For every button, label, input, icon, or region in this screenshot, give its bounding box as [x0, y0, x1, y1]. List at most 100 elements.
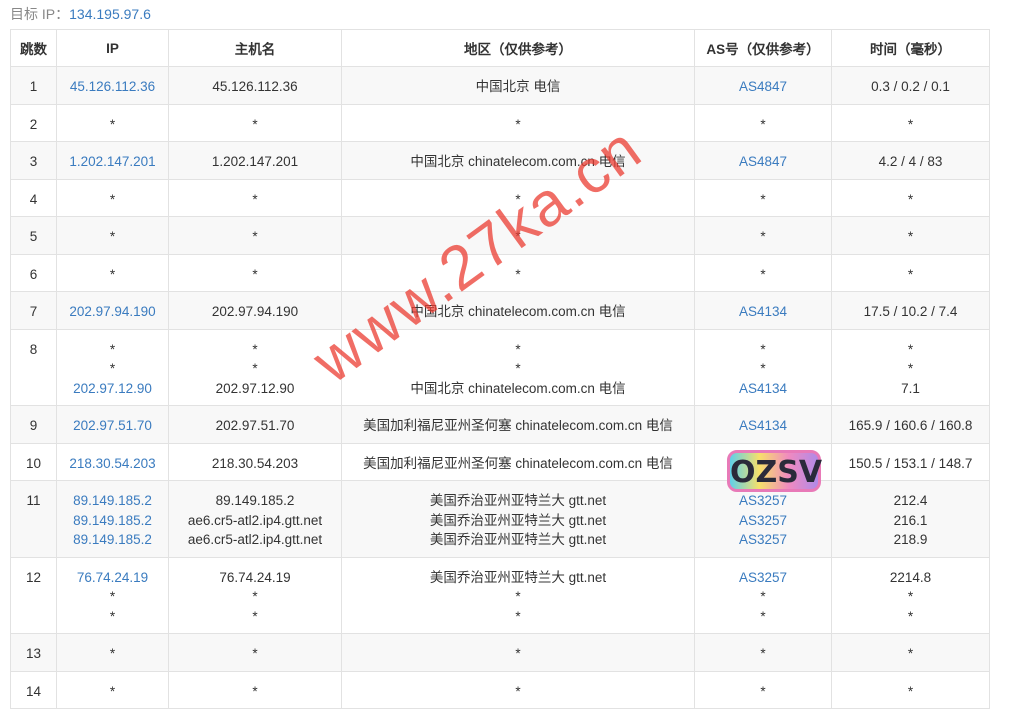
ip-value: * — [109, 361, 116, 376]
as-cell: * — [694, 178, 832, 217]
host-value: 76.74.24.19 — [219, 569, 291, 585]
region-value: 美国加利福尼亚州圣何塞 chinatelecom.com.cn 电信 — [363, 455, 673, 471]
hop-cell: 11 — [10, 480, 57, 558]
time-cell: 2214.8 * * — [831, 556, 990, 634]
as-value: * — [760, 116, 766, 132]
table-row: 14 * * * * * — [10, 670, 990, 709]
time-cell: 212.4 216.1 218.9 — [831, 480, 990, 558]
ip-link[interactable]: 89.149.185.2 — [73, 493, 152, 508]
table-row: 5 * * * * * — [10, 216, 990, 255]
as-value: * — [760, 191, 766, 207]
ip-link[interactable]: 202.97.94.190 — [69, 304, 156, 319]
ip-value: * — [109, 608, 116, 624]
host-value: 202.97.94.190 — [211, 304, 299, 319]
time-cell: * — [831, 178, 990, 217]
region-cell: 中国北京 电信 — [341, 66, 695, 105]
host-value: * — [252, 608, 258, 624]
header-ip: IP — [56, 29, 169, 67]
table-row: 6 * * * * * — [10, 253, 990, 292]
time-value: 17.5 / 10.2 / 7.4 — [863, 304, 958, 319]
as-value: * — [760, 361, 766, 376]
hop-cell: 7 — [10, 291, 57, 330]
region-cell: * — [341, 253, 695, 292]
time-value: * — [907, 266, 914, 282]
host-value: * — [252, 266, 258, 282]
header-time: 时间（毫秒） — [831, 29, 990, 67]
as-link[interactable]: AS3257 — [738, 493, 788, 508]
target-ip-link[interactable]: 134.195.97.6 — [69, 6, 151, 22]
host-cell: 202.97.51.70 — [168, 405, 342, 444]
region-value: 美国乔治亚州亚特兰大 gtt.net — [429, 512, 607, 528]
table-row: 1 45.126.112.36 45.126.112.36 中国北京 电信 AS4847… — [10, 66, 990, 105]
region-value: * — [515, 266, 521, 282]
ip-value: * — [109, 341, 116, 357]
ip-value: * — [109, 116, 116, 132]
region-value: * — [515, 683, 521, 699]
region-cell: * * 中国北京 chinatelecom.com.cn 电信 — [341, 328, 695, 406]
ip-link[interactable]: 89.149.185.2 — [73, 532, 152, 547]
table-row: 2 * * * * * — [10, 103, 990, 142]
time-value: 2214.8 — [889, 569, 932, 585]
region-value: * — [515, 229, 521, 244]
region-cell: * — [341, 670, 695, 709]
ip-cell: * — [56, 633, 169, 672]
as-cell: AS3257 * * — [694, 556, 832, 634]
ip-link[interactable]: 202.97.12.90 — [73, 380, 152, 396]
traceroute-table: 跳数 IP 主机名 地区（仅供参考） AS号（仅供参考） 时间（毫秒） 1 45.… — [10, 29, 990, 709]
time-value: 216.1 — [893, 512, 928, 528]
time-cell: 165.9 / 160.6 / 160.8 — [831, 405, 990, 444]
hop-cell: 14 — [10, 670, 57, 709]
ip-value: * — [109, 229, 116, 244]
host-value: * — [252, 116, 258, 132]
host-value: 45.126.112.36 — [212, 79, 298, 94]
as-value: * — [760, 683, 766, 699]
ip-cell: 76.74.24.19 * * — [56, 556, 169, 634]
hop-cell: 5 — [10, 216, 57, 255]
time-cell: 150.5 / 153.1 / 148.7 — [831, 442, 990, 481]
ip-link[interactable]: 45.126.112.36 — [69, 79, 156, 94]
host-cell: 1.202.147.201 — [168, 141, 342, 180]
as-link[interactable]: AS4134 — [738, 418, 788, 433]
ip-link[interactable]: 218.30.54.203 — [69, 455, 156, 471]
region-value: 中国北京 chinatelecom.com.cn 电信 — [410, 304, 626, 319]
table-row: 3 1.202.147.201 1.202.147.201 中国北京 chinatel… — [10, 141, 990, 180]
ip-link[interactable]: 202.97.51.70 — [73, 418, 152, 433]
ip-link[interactable]: 1.202.147.201 — [69, 154, 156, 169]
as-cell: * — [694, 103, 832, 142]
as-cell: AS4134 — [694, 405, 832, 444]
as-value: * — [760, 341, 766, 357]
host-cell: * — [168, 253, 342, 292]
as-link[interactable]: AS4847 — [738, 79, 788, 94]
table-row: 13 * * * * * — [10, 633, 990, 672]
hop-cell: 4 — [10, 178, 57, 217]
as-link[interactable]: AS4134 — [738, 380, 788, 396]
header-as: AS号（仅供参考） — [694, 29, 832, 67]
region-value: * — [515, 608, 521, 624]
as-link[interactable]: AS4134 — [738, 304, 788, 319]
host-cell: 202.97.94.190 — [168, 291, 342, 330]
region-cell: 美国加利福尼亚州圣何塞 chinatelecom.com.cn 电信 — [341, 442, 695, 481]
ip-link[interactable]: 89.149.185.2 — [73, 512, 152, 528]
host-value: * — [252, 589, 258, 604]
time-value: 165.9 / 160.6 / 160.8 — [848, 418, 973, 433]
as-link[interactable]: AS3257 — [738, 569, 788, 585]
as-link[interactable]: AS4847 — [738, 154, 788, 169]
ip-link[interactable]: 76.74.24.19 — [76, 569, 149, 585]
time-value: 218.9 — [893, 532, 928, 547]
host-value: * — [252, 361, 258, 376]
table-row: 7 202.97.94.190 202.97.94.190 中国北京 chinatel… — [10, 291, 990, 330]
ip-cell: * — [56, 670, 169, 709]
time-cell: 17.5 / 10.2 / 7.4 — [831, 291, 990, 330]
as-link[interactable]: AS3257 — [738, 512, 788, 528]
table-row: 12 76.74.24.19 * * 76.74.24.19 * * 美国乔治亚州亚特兰大 g… — [10, 556, 990, 634]
time-cell: 4.2 / 4 / 83 — [831, 141, 990, 180]
as-link[interactable]: AS3257 — [738, 532, 788, 547]
table-row: 9 202.97.51.70 202.97.51.70 美国加利福尼亚州圣何塞 chi… — [10, 405, 990, 444]
time-value: 0.3 / 0.2 / 0.1 — [871, 79, 950, 94]
time-value: * — [907, 116, 914, 132]
table-row: 10 218.30.54.203 218.30.54.203 美国加利福尼亚州圣何塞 … — [10, 442, 990, 481]
as-cell: AS3257 AS3257 AS3257 — [694, 480, 832, 558]
hop-cell: 6 — [10, 253, 57, 292]
hop-cell: 2 — [10, 103, 57, 142]
host-value: ae6.cr5-atl2.ip4.gtt.net — [187, 512, 323, 528]
